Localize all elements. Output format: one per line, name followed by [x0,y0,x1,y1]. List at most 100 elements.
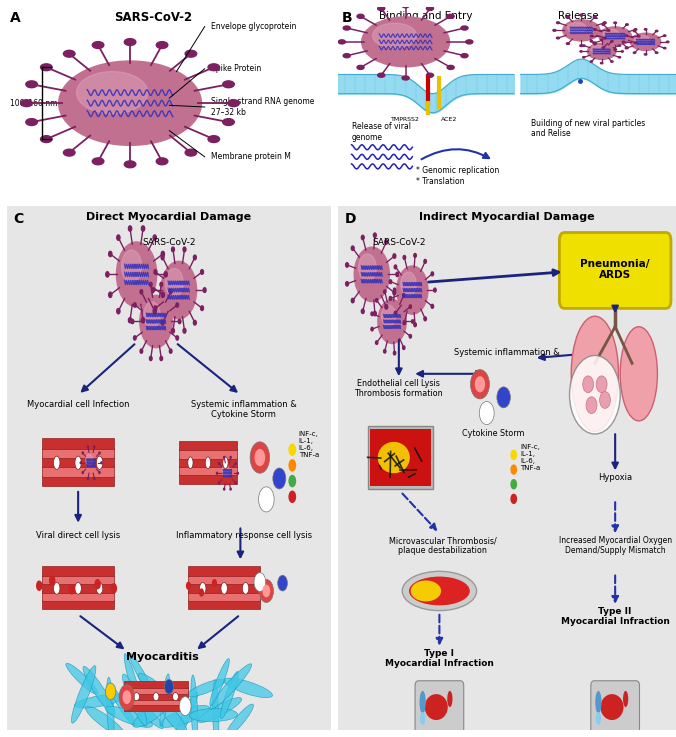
Circle shape [510,464,517,475]
Circle shape [583,45,585,46]
Circle shape [510,479,517,489]
Circle shape [203,287,206,293]
Circle shape [385,304,388,309]
Circle shape [86,454,93,466]
Text: INF-c,
IL-1,
IL-6,
TNF-a: INF-c, IL-1, IL-6, TNF-a [299,431,319,458]
Circle shape [111,583,117,593]
Circle shape [164,680,174,694]
Ellipse shape [402,571,477,610]
Circle shape [562,20,600,41]
Circle shape [362,17,450,67]
Ellipse shape [75,456,81,469]
Bar [43,457,114,467]
Ellipse shape [160,705,210,727]
Circle shape [345,282,349,286]
Circle shape [510,450,517,460]
Circle shape [193,255,196,259]
Circle shape [431,272,433,276]
Bar [178,458,237,467]
Ellipse shape [448,691,452,707]
Circle shape [424,259,427,263]
Circle shape [357,66,364,69]
Circle shape [663,35,666,36]
Circle shape [124,161,136,168]
Circle shape [289,491,296,503]
Bar [43,439,114,449]
Circle shape [172,247,174,252]
Circle shape [149,357,152,360]
Circle shape [76,71,148,113]
Circle shape [172,329,174,333]
Circle shape [447,66,454,69]
Circle shape [371,327,373,331]
Circle shape [623,41,625,43]
Circle shape [250,442,270,473]
Circle shape [619,57,621,58]
Circle shape [566,16,569,18]
Circle shape [59,61,201,145]
Bar [189,592,260,601]
Circle shape [41,136,52,142]
Circle shape [218,463,220,464]
Circle shape [87,446,89,448]
Circle shape [373,311,377,315]
Circle shape [403,346,405,349]
Circle shape [362,235,364,240]
Circle shape [603,29,619,38]
Circle shape [117,309,120,314]
Circle shape [160,282,162,287]
Circle shape [393,288,395,292]
Text: 100–160 nm: 100–160 nm [10,99,57,108]
Text: * Genomic replication
* Translation: * Genomic replication * Translation [416,167,499,186]
Circle shape [193,321,196,325]
Ellipse shape [220,671,239,719]
Circle shape [343,26,350,30]
Circle shape [161,292,164,298]
Circle shape [372,23,416,48]
Circle shape [461,54,468,57]
Circle shape [161,262,197,319]
Bar [189,583,260,593]
Circle shape [583,57,585,58]
Ellipse shape [97,582,103,594]
Bar [43,447,114,458]
Ellipse shape [83,666,115,715]
Circle shape [409,335,412,338]
Circle shape [352,246,354,251]
Circle shape [389,280,391,284]
Circle shape [412,320,414,324]
Ellipse shape [105,706,152,727]
Circle shape [124,38,136,46]
Bar [124,681,189,688]
Circle shape [218,482,220,484]
Circle shape [116,242,157,307]
Circle shape [254,449,265,467]
Ellipse shape [198,698,241,722]
Circle shape [602,24,605,25]
Circle shape [161,251,164,256]
Circle shape [259,579,274,602]
Circle shape [343,54,350,57]
Circle shape [397,266,428,314]
Ellipse shape [53,456,60,469]
Circle shape [402,76,409,80]
Text: Building of new viral particles
and Relise: Building of new viral particles and Reli… [531,119,645,138]
Text: Endothelial cell Lysis
Thrombosis formation: Endothelial cell Lysis Thrombosis format… [354,379,443,399]
Ellipse shape [75,582,81,594]
Circle shape [186,581,191,590]
Circle shape [105,272,109,277]
Circle shape [230,488,231,490]
Circle shape [201,306,203,310]
Circle shape [637,35,640,37]
Circle shape [611,41,613,42]
Ellipse shape [226,704,254,736]
Circle shape [603,37,606,39]
Circle shape [235,463,237,464]
Circle shape [278,576,287,591]
Circle shape [185,50,197,57]
Circle shape [26,81,37,88]
Circle shape [594,42,596,43]
Circle shape [289,444,296,456]
Circle shape [590,61,592,62]
Text: Type II
Myocardial Infraction: Type II Myocardial Infraction [560,607,670,626]
